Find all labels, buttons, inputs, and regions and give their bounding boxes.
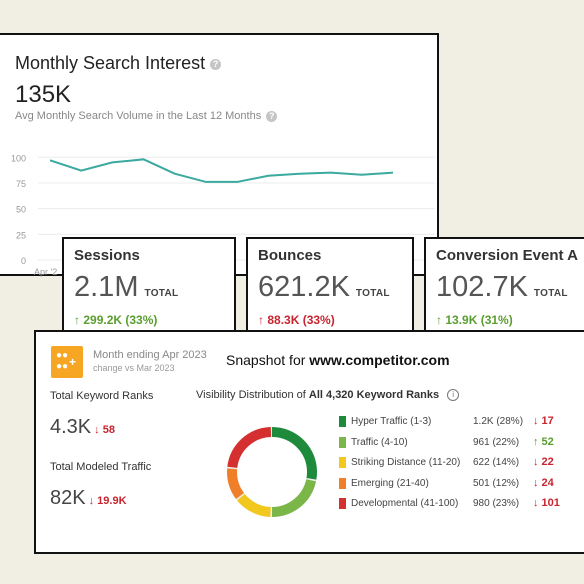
search-interest-title: Monthly Search Interest?	[15, 53, 222, 74]
legend-name: Striking Distance (11-20)	[351, 457, 461, 468]
period-label: Month ending Apr 2023	[93, 349, 207, 361]
legend-swatch	[339, 477, 346, 489]
legend-name: Developmental (41-100)	[351, 498, 459, 509]
donut-slice	[227, 427, 317, 517]
legend-swatch	[339, 416, 346, 427]
legend-count: 980 (23%)	[473, 498, 520, 509]
sessions-title: Sessions	[74, 247, 140, 264]
y-tick-label: 25	[16, 230, 26, 240]
modeled-traffic-label: Total Modeled Traffic	[50, 461, 152, 473]
legend-name: Hyper Traffic (1-3)	[351, 416, 432, 427]
legend-name: Traffic (4-10)	[351, 436, 408, 448]
competitor-domain: www.competitor.com	[309, 352, 450, 368]
y-tick-label: 75	[16, 179, 26, 189]
arrow-up-icon: ↑	[258, 313, 264, 327]
legend-delta: ↓ 24	[533, 476, 554, 489]
legend-count: 501 (12%)	[473, 477, 520, 489]
conversion-title: Conversion Event A	[436, 247, 578, 264]
legend-delta: ↑ 52	[533, 435, 554, 448]
legend-row: Traffic (4-10) 961 (22%) ↑ 52	[339, 436, 579, 450]
y-tick-label: 100	[11, 153, 26, 163]
donut-slice	[227, 427, 317, 517]
legend-row: Emerging (21-40) 501 (12%) ↓ 24	[339, 477, 579, 491]
snapshot-title: Snapshot for www.competitor.com	[226, 352, 450, 368]
legend-row: Striking Distance (11-20) 622 (14%) ↓ 22	[339, 456, 579, 470]
legend-delta: ↓ 17	[533, 415, 554, 427]
keyword-ranks-label: Total Keyword Ranks	[50, 390, 154, 402]
arrow-down-icon: ↓	[88, 495, 95, 507]
arrow-up-icon: ↑	[436, 313, 442, 327]
legend-delta: ↓ 101	[533, 497, 560, 509]
y-tick-label: 50	[16, 205, 26, 215]
keyword-ranks-value: 4.3K ↓ 58	[50, 416, 115, 438]
x-tick-label: Apr '2	[34, 267, 57, 277]
search-interest-subtitle: Avg Monthly Search Volume in the Last 12…	[15, 110, 278, 122]
compare-label: change vs Mar 2023	[93, 363, 175, 373]
conversion-change: ↑ 13.9K (31%)	[436, 313, 513, 327]
arrow-up-icon: ↑	[74, 313, 80, 327]
conversion-value: 102.7K TOTAL	[436, 271, 568, 303]
legend-swatch	[339, 498, 346, 509]
legend-delta: ↓ 22	[533, 456, 554, 468]
bounces-title: Bounces	[258, 247, 322, 264]
question-icon[interactable]: ?	[266, 110, 278, 122]
search-interest-value: 135K	[15, 81, 72, 108]
visibility-title: Visibility Distribution of All 4,320 Key…	[196, 389, 460, 402]
modeled-traffic-value: 82K ↓ 19.9K	[50, 487, 127, 509]
sessions-card: Sessions 2.1M TOTAL ↑ 299.2K (33%)	[62, 237, 236, 347]
sessions-value: 2.1M TOTAL	[74, 271, 179, 303]
legend-count: 1.2K (28%)	[473, 416, 524, 427]
y-tick-label: 0	[21, 256, 26, 266]
legend-row: Developmental (41-100) 980 (23%) ↓ 101	[339, 497, 579, 511]
conversion-card: Conversion Event A 102.7K TOTAL ↑ 13.9K (…	[424, 237, 584, 347]
legend-row: Hyper Traffic (1-3) 1.2K (28%) ↓ 17	[339, 415, 579, 429]
snapshot-card: ●● ●● + Month ending Apr 2023 change vs …	[34, 330, 584, 554]
visibility-donut-chart	[227, 427, 317, 517]
question-icon[interactable]: ?	[210, 58, 222, 70]
legend-count: 622 (14%)	[473, 457, 520, 468]
legend-count: 961 (22%)	[473, 436, 520, 448]
legend-name: Emerging (21-40)	[351, 477, 429, 489]
arrow-down-icon: ↓	[94, 424, 100, 436]
info-icon[interactable]: i	[447, 389, 460, 402]
brand-logo-icon: ●● ●● +	[51, 346, 83, 378]
legend-swatch	[339, 457, 346, 468]
sessions-change: ↑ 299.2K (33%)	[74, 313, 158, 327]
bounces-card: Bounces 621.2K TOTAL ↑ 88.3K (33%)	[246, 237, 414, 347]
bounces-value: 621.2K TOTAL	[258, 271, 390, 303]
bounces-change: ↑ 88.3K (33%)	[258, 313, 335, 327]
series-line	[49, 158, 394, 183]
legend-swatch	[339, 436, 346, 448]
